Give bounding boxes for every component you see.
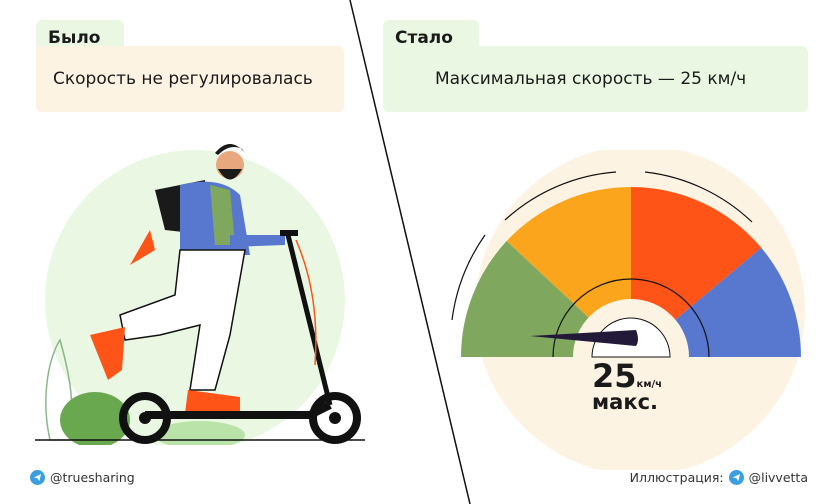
gauge-label: макс. bbox=[592, 390, 659, 414]
after-tab: Стало bbox=[383, 20, 479, 48]
footer-right: Иллюстрация: @livvetta bbox=[630, 470, 808, 485]
speedometer-gauge bbox=[451, 150, 805, 470]
channel-handle[interactable]: @truesharing bbox=[50, 470, 135, 485]
before-tab: Было bbox=[36, 20, 124, 48]
credit-label: Иллюстрация: bbox=[629, 470, 724, 485]
before-text: Скорость не регулировалась bbox=[36, 46, 344, 112]
gauge-value: 25 bbox=[592, 357, 637, 395]
gauge-needle bbox=[530, 330, 638, 346]
illustrator-handle[interactable]: @livvetta bbox=[748, 470, 808, 485]
gauge-unit: км/ч bbox=[636, 379, 663, 390]
gauge-readout: 25км/ч макс. bbox=[592, 360, 662, 413]
footer-left: @truesharing bbox=[30, 470, 135, 485]
scooter-rider-illustration bbox=[35, 144, 365, 445]
telegram-icon bbox=[30, 470, 45, 485]
after-text: Максимальная скорость — 25 км/ч bbox=[383, 46, 808, 112]
telegram-icon bbox=[728, 470, 744, 485]
